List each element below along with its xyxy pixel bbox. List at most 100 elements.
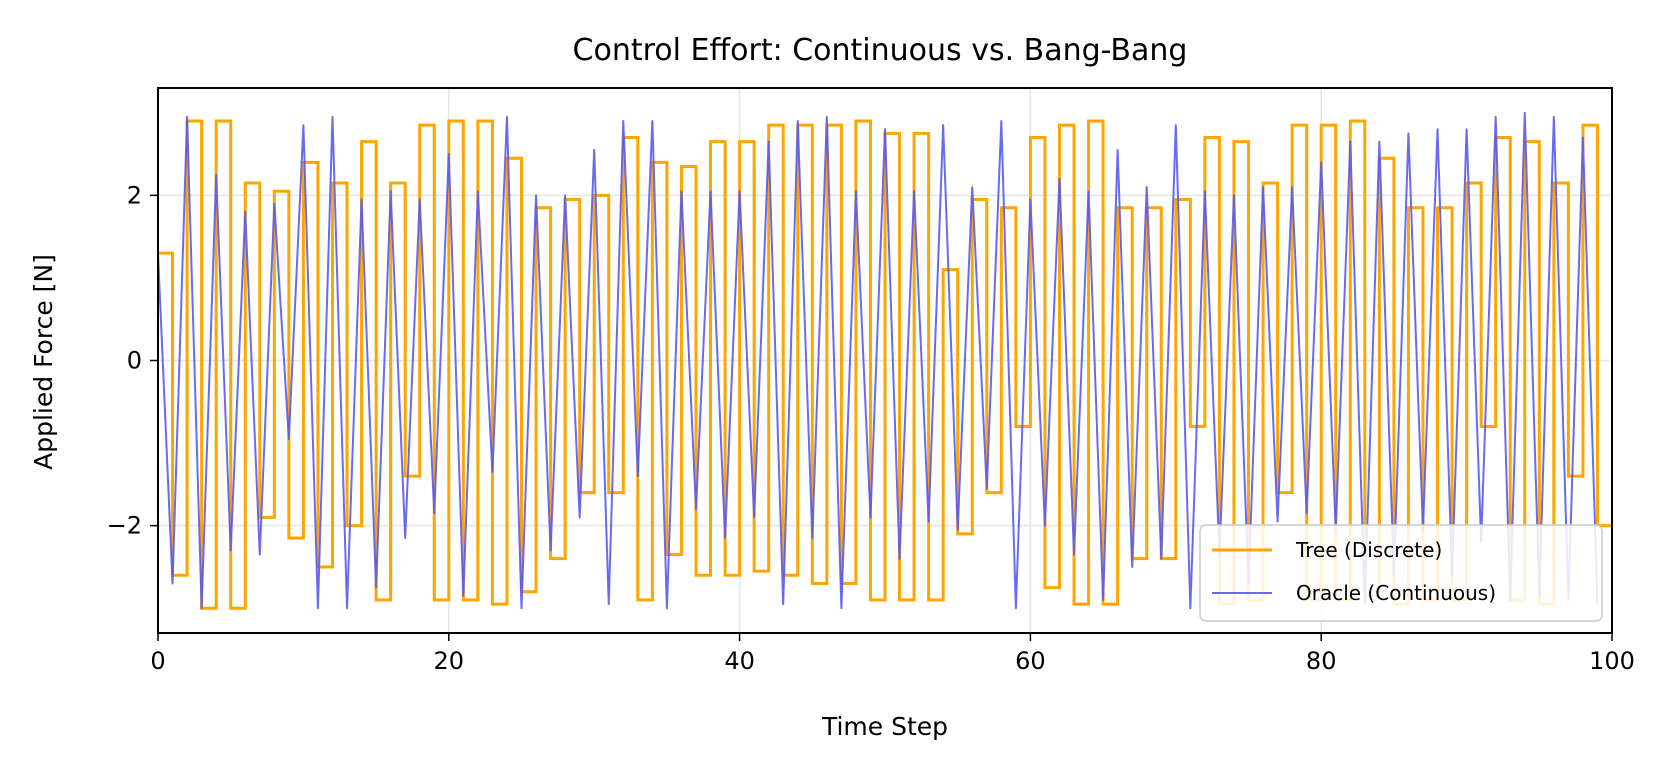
data-point xyxy=(550,550,551,551)
data-point xyxy=(914,191,915,192)
y-axis-ticks: 2 0 −2 xyxy=(107,181,158,540)
data-point xyxy=(608,492,609,493)
data-point xyxy=(565,195,566,196)
data-point xyxy=(943,125,944,126)
data-point xyxy=(347,525,348,526)
data-point xyxy=(506,116,507,117)
data-point xyxy=(274,191,275,192)
data-point xyxy=(608,604,609,605)
data-point xyxy=(303,125,304,126)
data-point xyxy=(521,608,522,609)
data-point xyxy=(725,575,726,576)
data-point xyxy=(332,116,333,117)
data-point xyxy=(594,195,595,196)
x-tick-label: 80 xyxy=(1306,647,1337,675)
data-point xyxy=(637,599,638,600)
data-point xyxy=(1437,207,1438,208)
data-point xyxy=(1015,426,1016,427)
data-point xyxy=(1117,149,1118,150)
data-point xyxy=(259,554,260,555)
data-point xyxy=(332,182,333,183)
data-point xyxy=(1190,426,1191,427)
data-point xyxy=(1059,178,1060,179)
data-point xyxy=(1321,162,1322,163)
data-point xyxy=(1277,521,1278,522)
data-point xyxy=(390,191,391,192)
data-point xyxy=(536,195,537,196)
data-point xyxy=(914,133,915,134)
data-point xyxy=(1263,182,1264,183)
data-point xyxy=(1481,426,1482,427)
data-point xyxy=(899,558,900,559)
data-point xyxy=(1292,187,1293,188)
data-point xyxy=(1233,195,1234,196)
data-point xyxy=(739,191,740,192)
data-point xyxy=(1103,604,1104,605)
data-point xyxy=(739,141,740,142)
data-point xyxy=(216,121,217,122)
data-point xyxy=(812,538,813,539)
data-point xyxy=(1292,125,1293,126)
data-point xyxy=(841,608,842,609)
data-point xyxy=(623,121,624,122)
data-point xyxy=(1350,121,1351,122)
series-line-oracle-continuous xyxy=(158,111,1599,610)
data-point xyxy=(1233,141,1234,142)
x-axis-ticks: 0 20 40 60 80 100 xyxy=(150,633,1635,675)
data-point xyxy=(1466,182,1467,183)
data-point xyxy=(317,608,318,609)
data-point xyxy=(1146,187,1147,188)
data-point xyxy=(230,608,231,609)
data-point xyxy=(216,174,217,175)
data-point xyxy=(870,517,871,518)
x-tick-label: 100 xyxy=(1589,647,1635,675)
data-point xyxy=(477,121,478,122)
data-point xyxy=(1044,587,1045,588)
data-point xyxy=(477,191,478,192)
data-point xyxy=(1408,207,1409,208)
data-point xyxy=(710,141,711,142)
data-point xyxy=(1582,125,1583,126)
data-point xyxy=(826,116,827,117)
data-point xyxy=(1175,199,1176,200)
data-point xyxy=(376,587,377,588)
data-point xyxy=(390,182,391,183)
legend-label-tree: Tree (Discrete) xyxy=(1295,538,1442,562)
data-point xyxy=(463,595,464,596)
data-point xyxy=(1553,182,1554,183)
data-point xyxy=(1088,191,1089,192)
legend: Tree (Discrete) Oracle (Continuous) xyxy=(1199,524,1603,622)
data-point xyxy=(448,121,449,122)
data-point xyxy=(1015,608,1016,609)
data-point xyxy=(492,604,493,605)
data-point xyxy=(812,583,813,584)
data-point xyxy=(288,438,289,439)
data-point xyxy=(1161,558,1162,559)
data-point xyxy=(695,575,696,576)
data-point xyxy=(1495,116,1496,117)
data-point xyxy=(1132,566,1133,567)
data-point xyxy=(361,141,362,142)
data-point xyxy=(579,517,580,518)
data-point xyxy=(419,125,420,126)
data-point xyxy=(783,604,784,605)
data-point xyxy=(928,599,929,600)
data-point xyxy=(710,191,711,192)
data-point xyxy=(1524,112,1525,113)
data-point xyxy=(1553,116,1554,117)
data-point xyxy=(797,121,798,122)
data-point xyxy=(245,211,246,212)
data-point xyxy=(855,121,856,122)
x-axis-title: Time Step xyxy=(821,712,948,741)
data-point xyxy=(768,141,769,142)
data-point xyxy=(1379,141,1380,142)
y-tick-label: −2 xyxy=(107,512,142,540)
data-point xyxy=(1001,207,1002,208)
data-point xyxy=(361,199,362,200)
data-point xyxy=(405,476,406,477)
data-point xyxy=(972,187,973,188)
data-point xyxy=(448,154,449,155)
data-point xyxy=(1582,137,1583,138)
data-point xyxy=(419,199,420,200)
